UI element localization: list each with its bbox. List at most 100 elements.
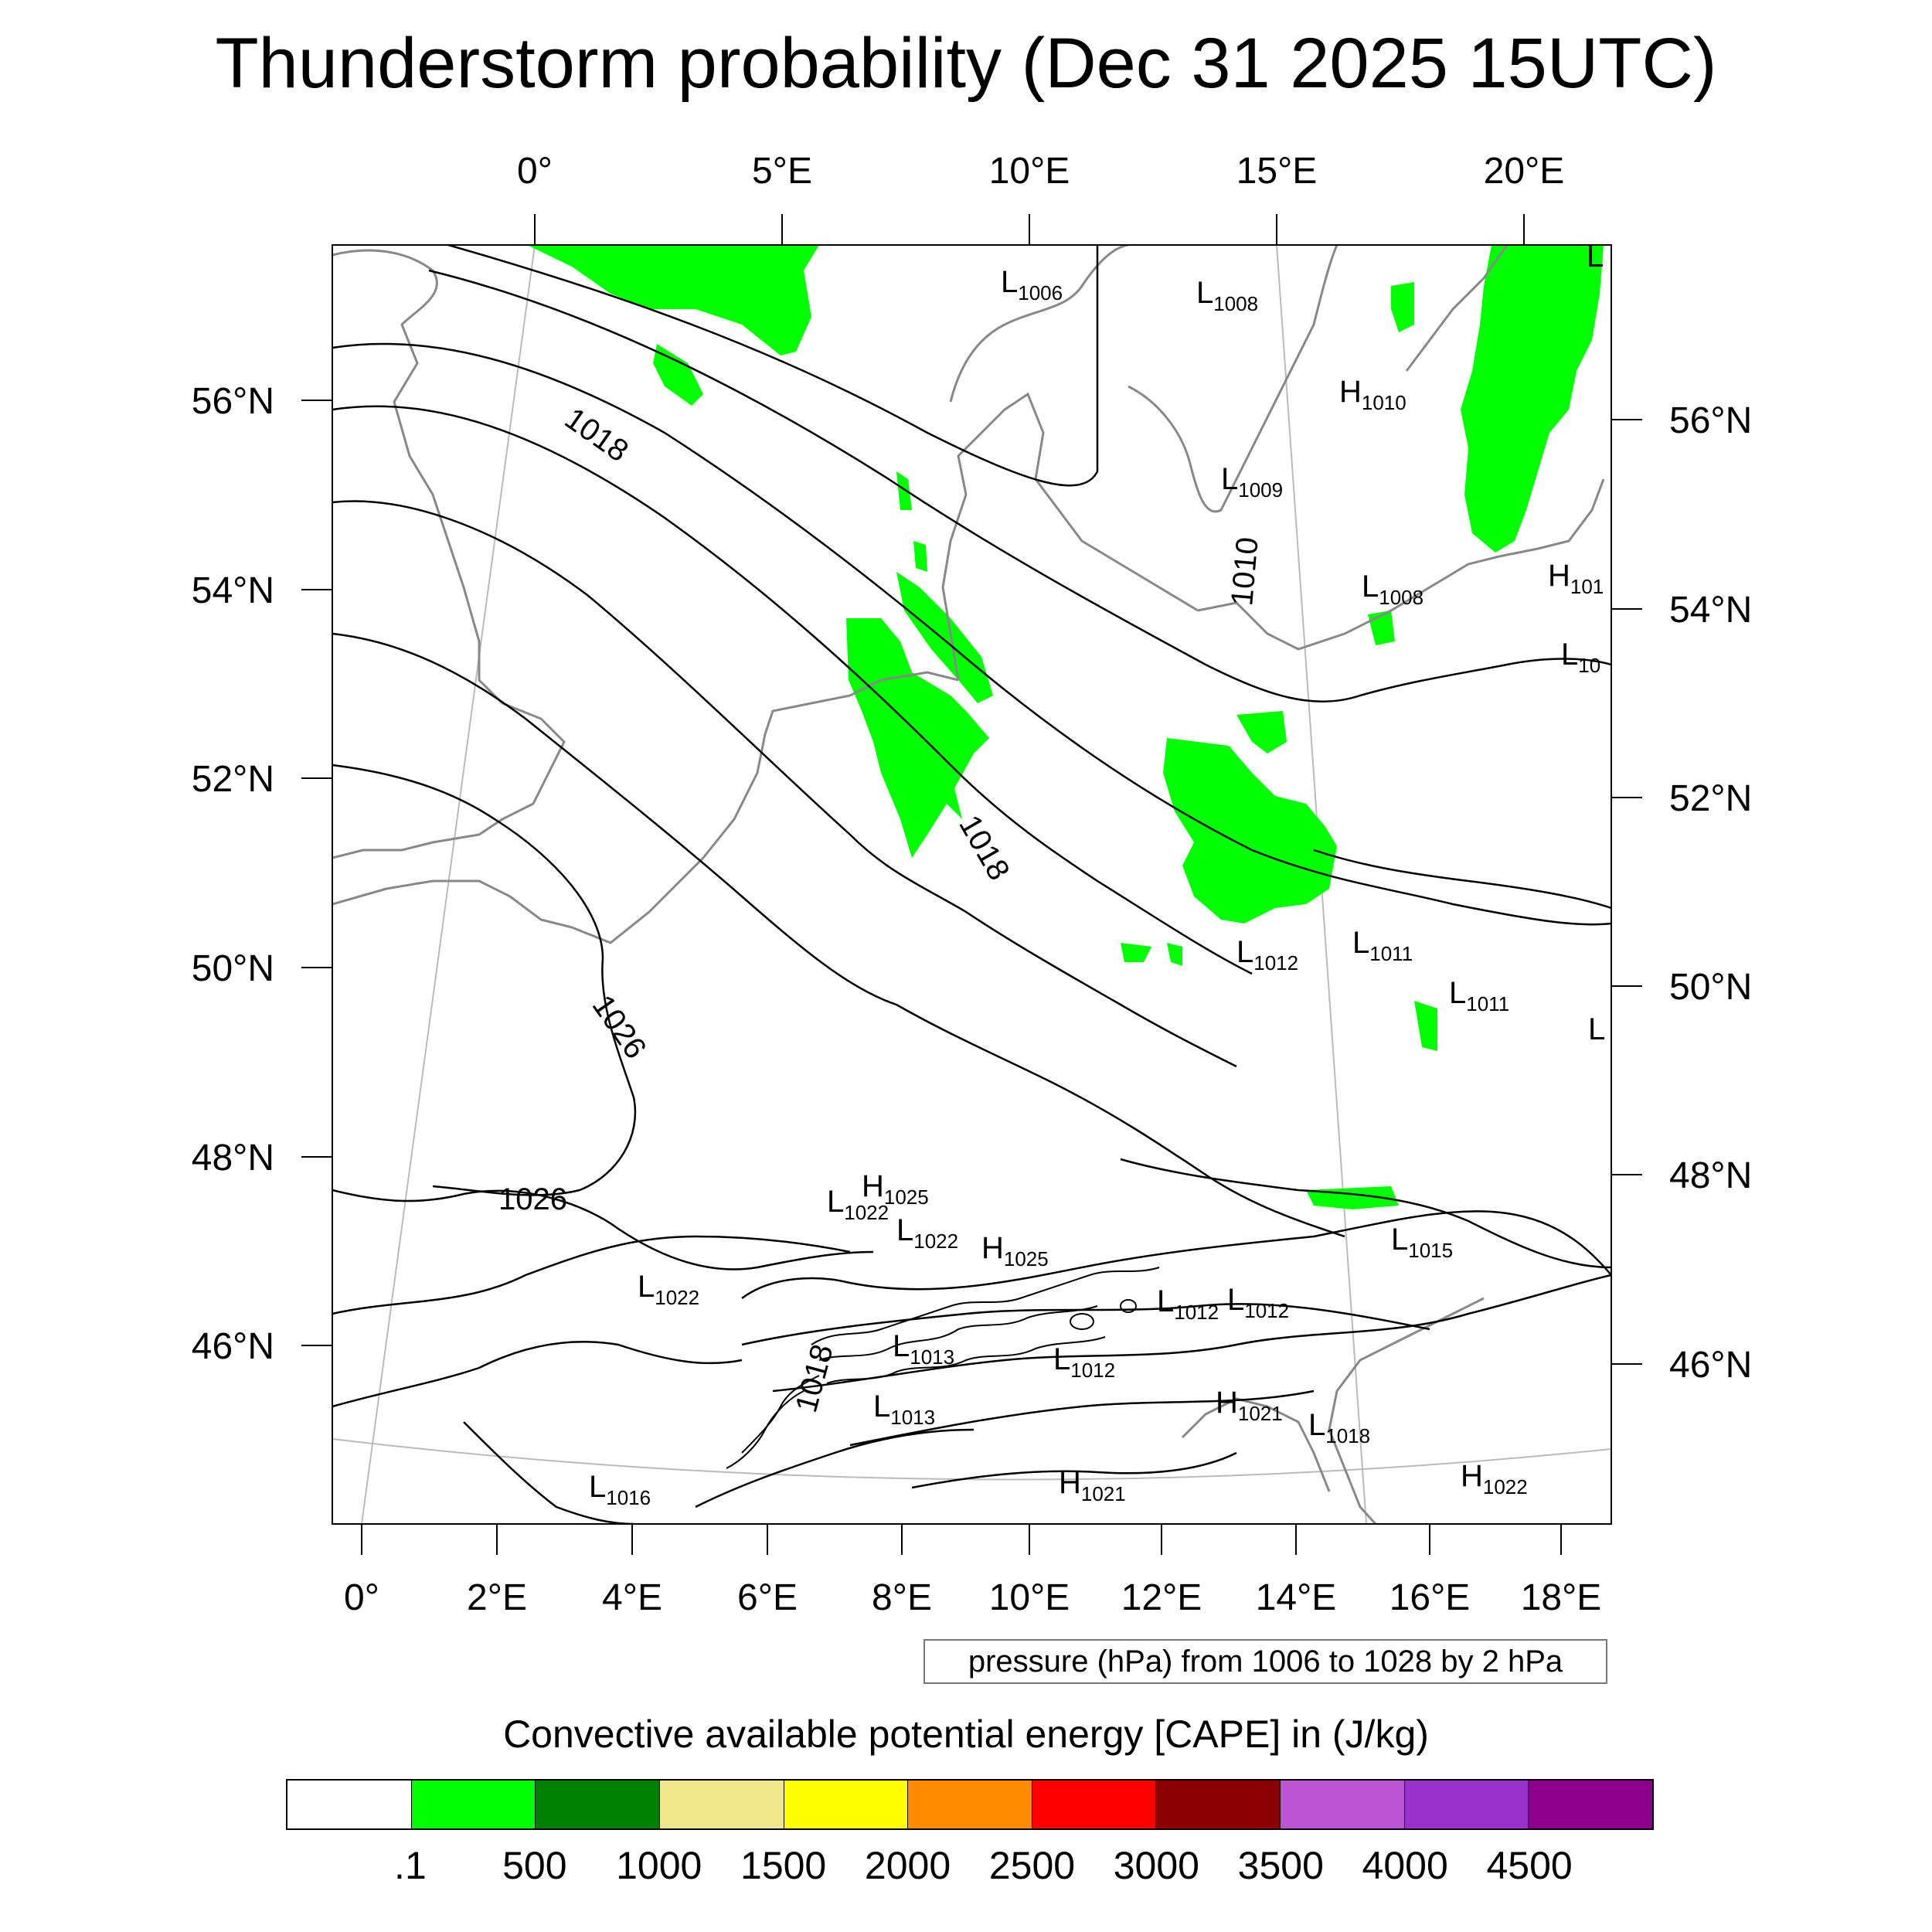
cape-area-bits — [896, 471, 927, 572]
colorbar-label: 4000 — [1362, 1844, 1448, 1887]
cape-area-baltic — [1461, 245, 1604, 553]
pressure-center: L1022 — [638, 1270, 699, 1309]
axis-ticks — [301, 214, 1642, 1555]
bottom-lon-label: 2°E — [467, 1577, 527, 1618]
cape-area-poland-small — [1236, 711, 1287, 753]
top-lon-labels: 0° 5°E 10°E 15°E 20°E — [517, 151, 1564, 192]
pressure-center: L1008 — [1196, 276, 1258, 315]
pressure-center: H1010 — [1339, 375, 1406, 414]
coast-denmark — [941, 392, 1199, 681]
pressure-center: L1012 — [1236, 935, 1298, 975]
pressure-center: L — [1587, 240, 1604, 274]
pressure-center: L1013 — [893, 1329, 954, 1369]
coastlines — [332, 245, 1605, 1524]
colorbar-label: 3000 — [1113, 1844, 1199, 1887]
colorbar-swatch — [1529, 1781, 1653, 1828]
map-frame — [332, 244, 1612, 1525]
pressure-center: H101 — [1548, 559, 1604, 598]
coast-uk — [332, 249, 566, 859]
pressure-center: L1012 — [1227, 1283, 1289, 1322]
bottom-lon-label: 0° — [344, 1577, 379, 1618]
pressure-center: L1006 — [1001, 265, 1063, 304]
pressure-center: L1013 — [873, 1389, 935, 1429]
left-lat-label: 56°N — [192, 381, 274, 422]
pressure-center: H1025 — [862, 1169, 929, 1209]
colorbar-label: 2000 — [864, 1844, 951, 1887]
isobar-label: 1010 — [1225, 536, 1265, 607]
bottom-lon-label: 14°E — [1256, 1577, 1337, 1618]
pressure-center: L1012 — [1053, 1342, 1115, 1382]
colorbar-swatch — [1404, 1781, 1529, 1828]
cape-area-poland — [1163, 738, 1337, 923]
colorbar-swatch — [1281, 1781, 1405, 1828]
left-lat-label: 54°N — [192, 570, 274, 611]
left-lat-labels: 56°N 54°N 52°N 50°N 48°N 46°N — [192, 381, 274, 1367]
cape-area-netherlands — [846, 618, 989, 858]
alpine-isobars — [726, 1267, 1160, 1469]
pressure-center: L1022 — [896, 1213, 958, 1253]
colorbar-label: 4500 — [1486, 1844, 1573, 1887]
colorbar-swatch — [1156, 1781, 1281, 1828]
bottom-lon-label: 8°E — [872, 1577, 932, 1618]
bottom-lon-label: 12°E — [1121, 1577, 1202, 1618]
colorbar-swatch — [536, 1781, 660, 1828]
pressure-center: H1021 — [1216, 1386, 1283, 1425]
cape-area-germany-coast — [896, 572, 993, 703]
isobar-label: 1018 — [952, 810, 1016, 886]
colorbar — [286, 1779, 1654, 1830]
left-lat-label: 48°N — [192, 1138, 274, 1179]
cape-areas — [527, 245, 1604, 1209]
right-lat-labels: 56°N 54°N 52°N 50°N 48°N 46°N — [1669, 400, 1752, 1386]
pressure-center: L10 — [1561, 638, 1600, 677]
coast-finland — [1405, 245, 1509, 372]
colorbar-label: 1500 — [740, 1844, 827, 1887]
colorbar-swatch — [784, 1781, 909, 1828]
coast-benelux — [702, 671, 959, 859]
left-lat-label: 50°N — [192, 948, 274, 989]
pressure-center: L1016 — [589, 1470, 651, 1509]
cape-area-northsea — [527, 245, 819, 355]
top-lon-label: 20°E — [1484, 151, 1565, 192]
pressure-center: L1008 — [1362, 570, 1423, 609]
pressure-center: L1015 — [1391, 1223, 1453, 1262]
colorbar-label: 1000 — [616, 1844, 702, 1887]
isobar-label: 1026 — [586, 989, 653, 1065]
pressure-center: L1011 — [1449, 976, 1509, 1015]
bottom-lon-label: 10°E — [989, 1577, 1070, 1618]
left-lat-label: 46°N — [192, 1326, 274, 1367]
bottom-lon-labels: 0° 2°E 4°E 6°E 8°E 10°E 12°E 14°E 16°E 1… — [344, 1577, 1601, 1618]
right-lat-label: 54°N — [1669, 590, 1752, 631]
pressure-center: H1022 — [1461, 1459, 1528, 1498]
pressure-center: L1012 — [1157, 1284, 1219, 1324]
isobar-label: 1018 — [789, 1341, 840, 1416]
right-lat-label: 56°N — [1669, 400, 1752, 441]
graticule — [332, 245, 1611, 1524]
cape-area-northsea-small — [653, 344, 703, 406]
cape-area-baltic-small — [1368, 282, 1414, 645]
top-lon-label: 0° — [517, 151, 553, 192]
colorbar-swatch — [1032, 1781, 1157, 1828]
pressure-center: H1025 — [981, 1231, 1049, 1270]
coast-scandinavia — [949, 245, 1129, 403]
left-lat-label: 52°N — [192, 759, 274, 800]
bottom-lon-label: 4°E — [602, 1577, 662, 1618]
pressure-center: H1021 — [1059, 1466, 1126, 1505]
colorbar-label: 3500 — [1237, 1844, 1324, 1887]
colorbar-swatch — [908, 1781, 1032, 1828]
right-lat-label: 50°N — [1669, 967, 1752, 1008]
pressure-centers: L1006 L1008 H1010 L1009 L1008 H101 L10 L… — [589, 240, 1605, 1509]
colorbar-labels: .1 500 1000 1500 2000 2500 3000 3500 400… — [286, 1843, 1654, 1889]
colorbar-label: .1 — [394, 1844, 427, 1887]
right-lat-label: 48°N — [1669, 1155, 1752, 1196]
colorbar-label: 2500 — [988, 1844, 1076, 1887]
coast-france — [332, 856, 705, 944]
colorbar-label: 500 — [502, 1844, 567, 1887]
top-lon-label: 10°E — [989, 151, 1070, 192]
colorbar-swatch — [411, 1781, 536, 1828]
colorbar-title: Convective available potential energy [C… — [503, 1713, 1429, 1756]
isobar-labels: 1018 1018 1018 1026 1026 1010 — [498, 401, 1265, 1416]
bottom-lon-label: 6°E — [737, 1577, 798, 1618]
isobar-label: 1026 — [498, 1182, 567, 1216]
chart-title: Thunderstorm probability (Dec 31 2025 15… — [215, 24, 1717, 103]
